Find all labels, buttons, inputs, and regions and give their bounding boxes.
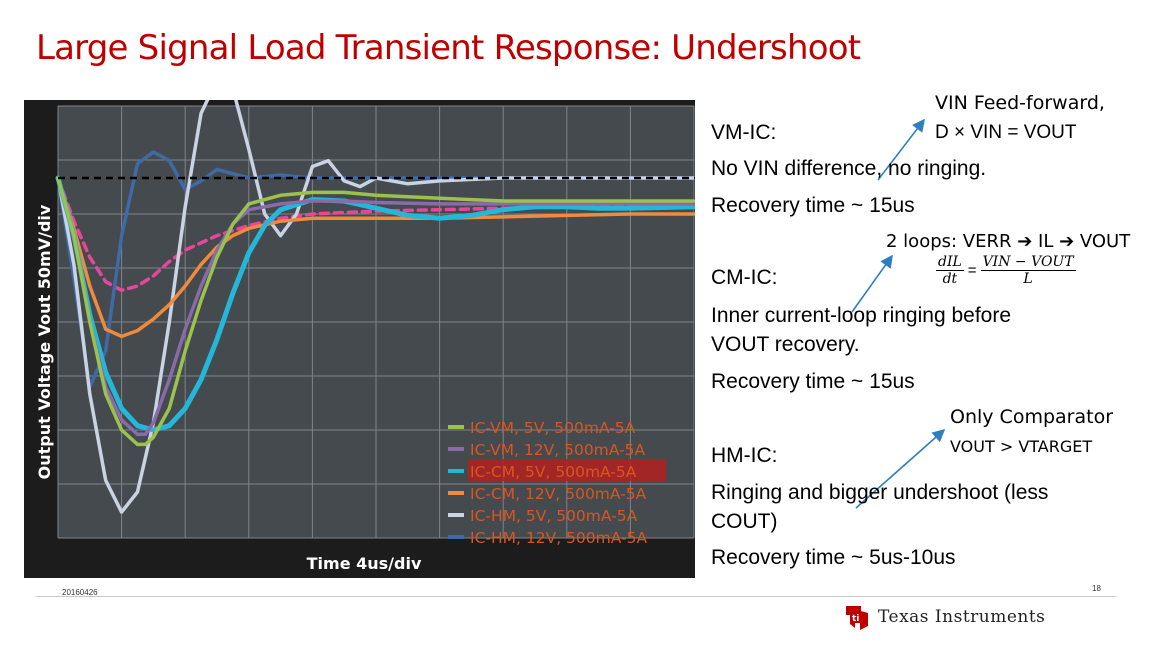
vm-line2: Recovery time ~ 15us <box>711 194 915 217</box>
slide-title: Large Signal Load Transient Response: Un… <box>36 28 861 68</box>
cm-formula: dIL dt = VIN − VOUT L <box>936 254 1076 287</box>
series-line-1 <box>56 176 695 447</box>
cm-line3: Recovery time ~ 15us <box>711 370 915 393</box>
hm-callout-arrow <box>855 428 946 509</box>
x-axis-label: Time 4us/div <box>307 554 422 573</box>
hm-callout-line2: VOUT > VTARGET <box>950 437 1093 456</box>
legend-label: IC-HM, 12V, 500mA-5A <box>470 529 647 547</box>
formula-lhs-num: dIL <box>936 254 964 271</box>
formula-rhs-den: L <box>1023 271 1033 287</box>
transient-chart-svg: Time 4us/div Output Voltage Vout 50mV/div… <box>24 100 695 578</box>
svg-text:ti: ti <box>852 614 859 624</box>
footer-date: 20160426 <box>62 588 98 597</box>
ti-logo: ti Texas Instruments <box>842 602 1045 632</box>
legend-label: IC-HM, 5V, 500mA-5A <box>470 507 638 525</box>
legend-label: IC-VM, 5V, 500mA-5A <box>470 419 636 437</box>
series-line-7 <box>56 176 695 293</box>
series-line-5 <box>56 100 695 514</box>
legend-highlight <box>468 459 666 481</box>
cm-callout: 2 loops: VERR ➔ IL ➔ VOUT <box>886 231 1131 252</box>
formula-rhs: VIN − VOUT L <box>980 254 1076 287</box>
vm-header: VM-IC: <box>711 121 777 144</box>
hm-header: HM-IC: <box>711 444 778 467</box>
vm-callout-line1: VIN Feed-forward, <box>935 92 1105 114</box>
hm-line3: Recovery time ~ 5us-10us <box>711 546 956 569</box>
formula-equals: = <box>967 262 977 279</box>
y-axis-label: Output Voltage Vout 50mV/div <box>35 204 54 479</box>
legend-label: IC-CM, 12V, 500mA-5A <box>470 485 647 503</box>
cm-callout-arrow <box>851 254 893 313</box>
vm-line1: No VIN difference, no ringing. <box>711 157 987 180</box>
cm-line2: VOUT recovery. <box>711 333 860 356</box>
vm-callout-line2: D × VIN = VOUT <box>935 122 1077 143</box>
formula-lhs-den: dt <box>942 271 958 287</box>
legend-label: IC-VM, 12V, 500mA-5A <box>470 441 645 459</box>
brand-name: Texas Instruments <box>878 607 1046 627</box>
legend-label: IC-CM, 5V, 500mA-5A <box>470 463 637 481</box>
formula-lhs: dIL dt <box>936 254 964 287</box>
cm-header: CM-IC: <box>711 266 778 289</box>
footer-divider <box>36 596 1116 597</box>
formula-rhs-num: VIN − VOUT <box>980 254 1076 271</box>
page-number: 18 <box>1092 584 1101 593</box>
hm-callout-line1: Only Comparator <box>950 406 1114 428</box>
vm-callout-arrow <box>877 118 925 181</box>
series-line-2 <box>56 176 695 437</box>
transient-chart: Time 4us/div Output Voltage Vout 50mV/div… <box>24 100 695 578</box>
series-line-3 <box>55 175 695 433</box>
hm-line1: Ringing and bigger undershoot (less <box>711 481 1049 504</box>
cm-line1: Inner current-loop ringing before <box>711 304 1012 327</box>
hm-line2: COUT) <box>711 510 778 533</box>
ti-chip-icon: ti <box>846 606 868 630</box>
